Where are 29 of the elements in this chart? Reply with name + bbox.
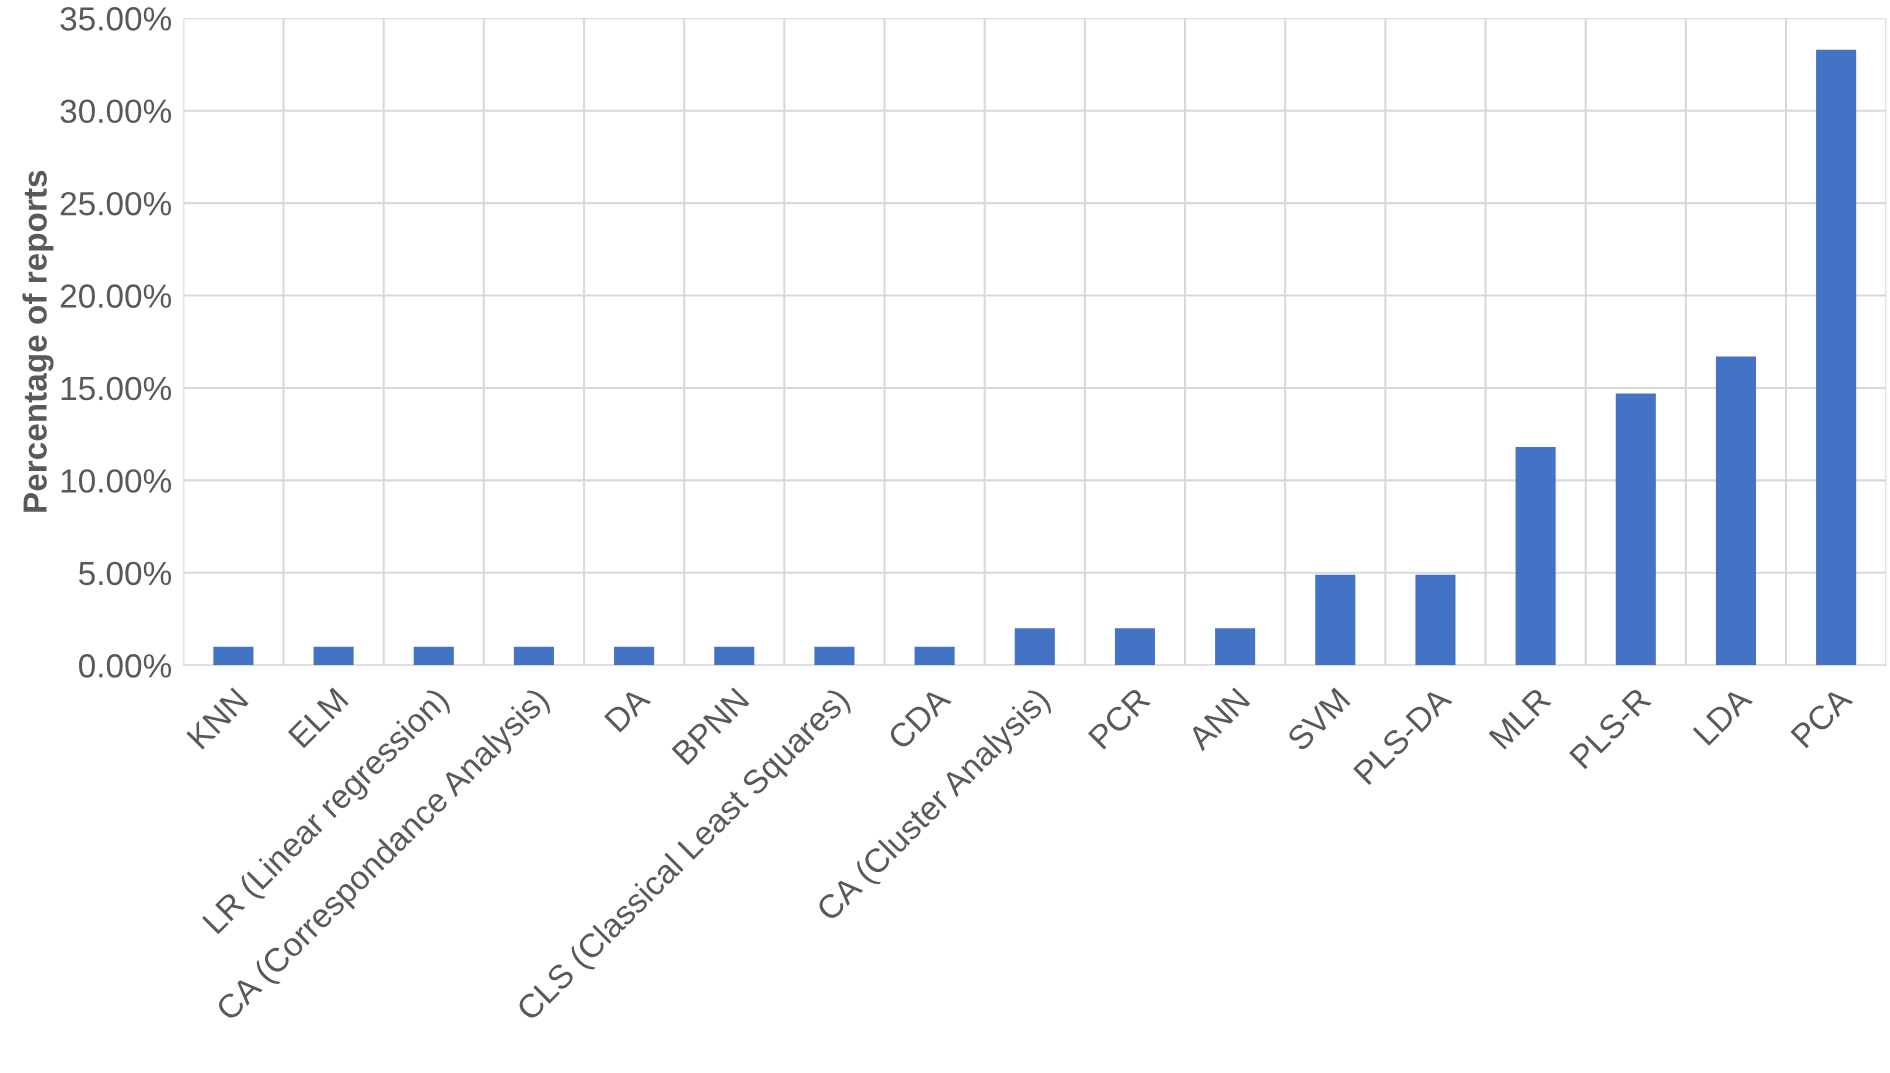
bar — [1415, 574, 1456, 666]
bar — [1114, 628, 1155, 666]
bar — [614, 646, 655, 666]
bar — [714, 646, 755, 666]
bar — [213, 646, 254, 666]
bar — [814, 646, 855, 666]
bar — [1014, 628, 1055, 666]
y-tick-label: 5.00% — [79, 561, 172, 586]
y-tick-label: 30.00% — [60, 99, 172, 124]
y-tick-label: 20.00% — [60, 284, 172, 308]
bar — [1215, 628, 1256, 666]
x-tick-label: DA — [604, 685, 652, 733]
bar — [1315, 574, 1356, 666]
bar — [914, 646, 955, 666]
y-axis-title: Percentage of reports — [22, 170, 54, 512]
x-tick-label: PCA — [1790, 685, 1854, 749]
bar — [313, 646, 354, 666]
bar — [1816, 49, 1857, 666]
y-tick-label: 25.00% — [60, 191, 172, 216]
bar — [413, 646, 454, 666]
y-tick-label: 0.00% — [79, 654, 172, 678]
y-tick-label: 15.00% — [61, 376, 172, 401]
bar — [1615, 393, 1656, 666]
bar — [1715, 356, 1756, 666]
bar — [513, 646, 554, 666]
y-tick-label: 10.00% — [61, 469, 172, 493]
x-tick-label: LDA — [1692, 685, 1753, 746]
bar — [1515, 447, 1556, 666]
y-tick-label: 35.00% — [60, 7, 172, 31]
